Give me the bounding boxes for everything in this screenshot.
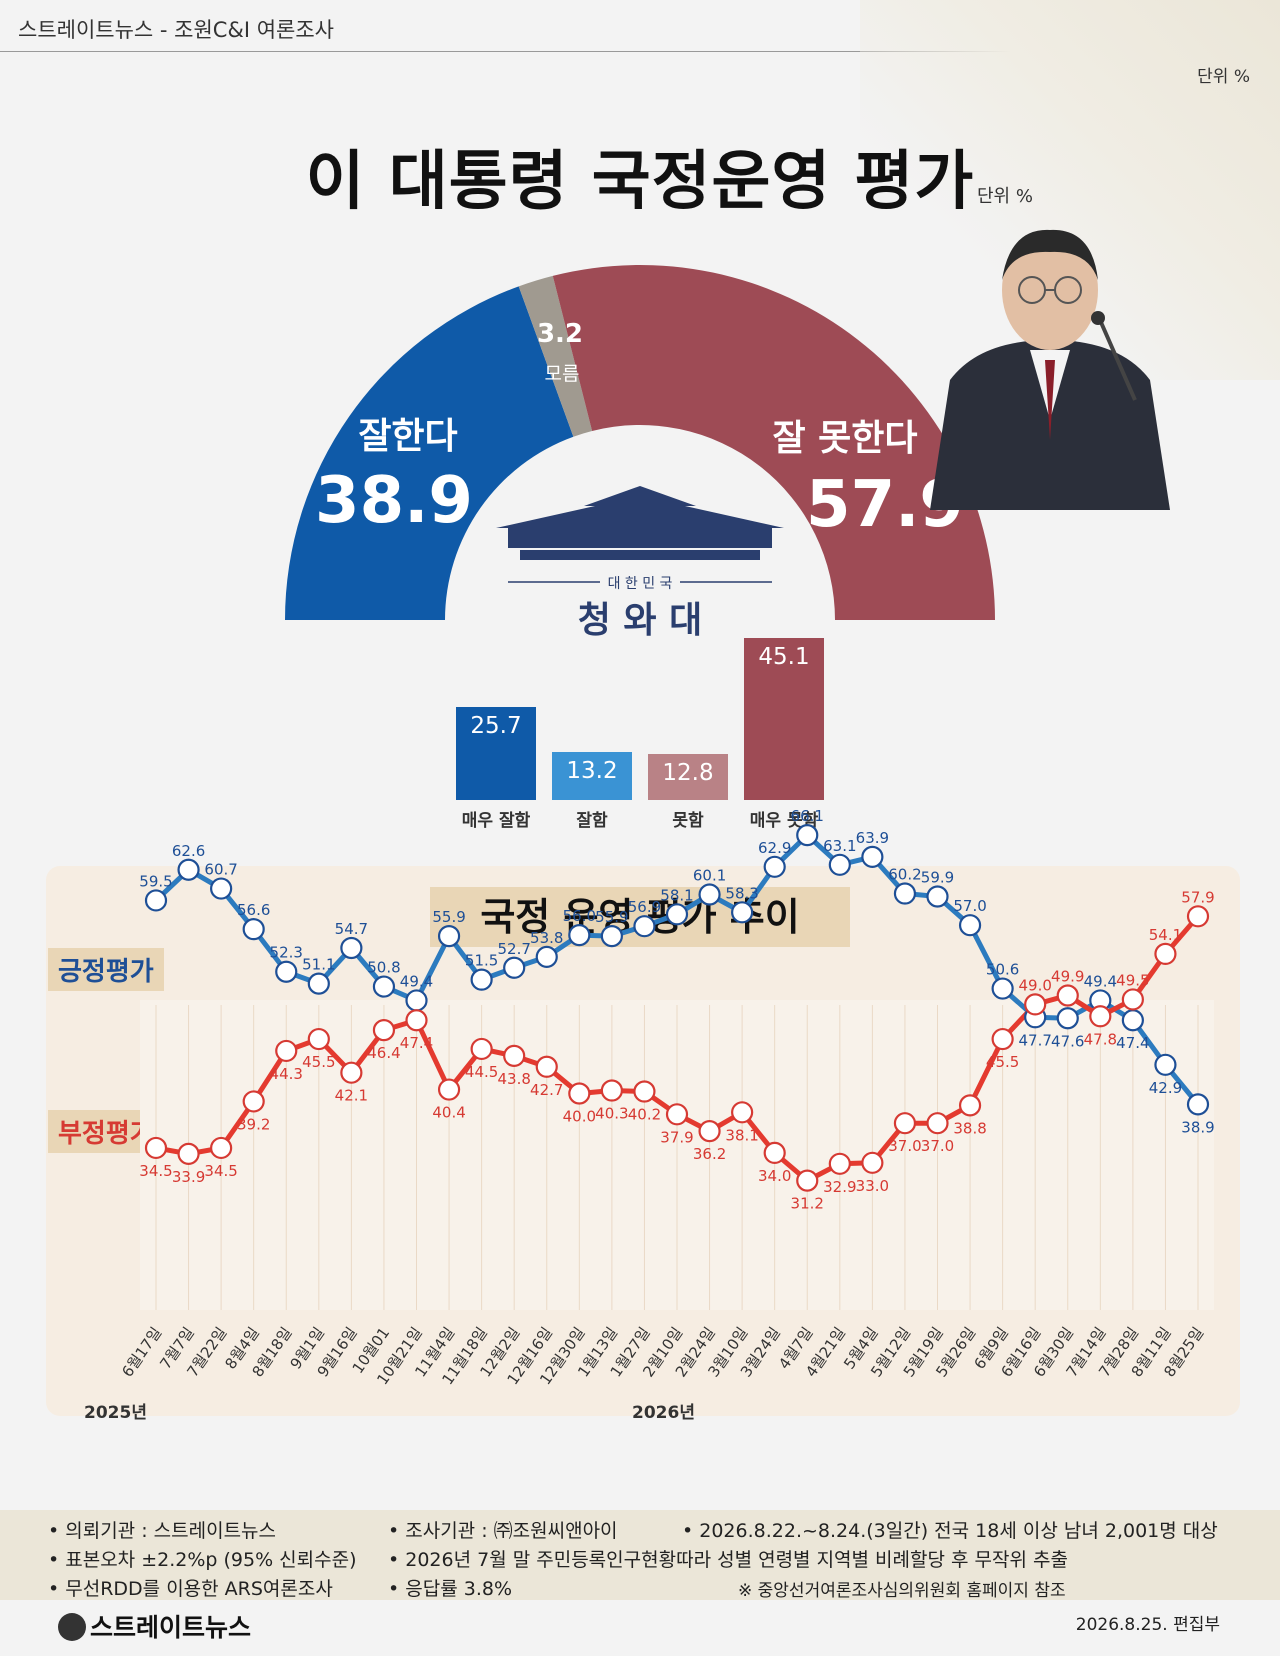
gauge-positive-label: 잘한다 [358, 416, 457, 457]
unit-title: 단위 % [977, 186, 1033, 207]
logo-text: 스트레이트뉴스 [90, 1613, 252, 1642]
detail-bar-label: 매우 못함 [749, 811, 819, 831]
legend-positive: 긍정평가 [48, 948, 164, 991]
header-text: 스트레이트뉴스 - 조원C&I 여론조사 [18, 18, 334, 42]
footer-sampling: • 2026년 7월 말 주민등록인구현황따라 성별 연령별 지역별 비례할당 … [388, 1549, 1068, 1571]
detail-bar-3: 45.1 [744, 637, 824, 800]
trend-data-label: 62.9 [758, 839, 791, 857]
trend-title: 국정 운영 평가 추이 [430, 887, 850, 947]
detail-bar-value: 13.2 [566, 758, 618, 785]
brand-logo: 스트레이트뉴스 [58, 1608, 251, 1644]
detail-bar-value: 45.1 [758, 643, 810, 670]
detail-bar-label: 못함 [672, 811, 704, 831]
year-2026: 2026년 [632, 1403, 695, 1423]
gauge-negative-arc [552, 264, 995, 620]
trend-point [861, 845, 884, 868]
footer-error: • 표본오차 ±2.2%p (95% 신뢰수준) [48, 1549, 357, 1571]
detail-bar-value: 12.8 [662, 759, 714, 786]
trend-data-label: 63.9 [856, 829, 889, 847]
unit-top: 단위 % [1197, 67, 1250, 87]
footer-response-rate: • 응답률 3.8% [388, 1578, 512, 1600]
gauge-positive-arc [285, 286, 574, 620]
legend-negative: 부정평가 [48, 1110, 164, 1153]
detail-bar-1: 13.2 [552, 752, 632, 800]
gauge-unknown-value: 3.2 [537, 319, 583, 349]
emblem-big-text: 청 와 대 [578, 599, 702, 640]
main-title: 이 대통령 국정운영 평가 [305, 145, 975, 219]
trend-data-label: 63.1 [823, 837, 856, 855]
footer-agency: • 조사기관 : ㈜조원씨앤아이 [388, 1520, 618, 1542]
logo-mark-icon [58, 1613, 86, 1641]
gauge-positive-value: 38.9 [315, 464, 473, 538]
publish-date: 2026.8.25. 편집부 [1075, 1615, 1220, 1635]
footer-client: • 의뢰기관 : 스트레이트뉴스 [48, 1520, 277, 1542]
trend-panel [46, 866, 1240, 1416]
footer-reference: ※ 중앙선거여론조사심의위원회 홈페이지 참조 [738, 1581, 1066, 1601]
detail-bar-label: 매우 잘함 [461, 811, 531, 831]
detail-bar-2: 12.8 [648, 753, 728, 800]
footer-method: • 무선RDD를 이용한 ARS여론조사 [48, 1578, 333, 1600]
gauge-negative-label: 잘 못한다 [772, 418, 917, 459]
gauge-unknown-arc [518, 275, 593, 437]
blue-house-emblem [496, 486, 784, 583]
emblem-small-text: 대 한 민 국 [608, 576, 673, 592]
year-2025: 2025년 [84, 1403, 147, 1423]
gauge-unknown-label: 모름 [545, 363, 580, 385]
detail-bar-value: 25.7 [470, 713, 522, 740]
footer [0, 1510, 1280, 1600]
president-photo [930, 229, 1170, 510]
detail-bar-label: 잘함 [576, 811, 608, 831]
footer-period: • 2026.8.22.~8.24.(3일간) 전국 18세 이상 남녀 2,0… [682, 1520, 1218, 1542]
detail-bar-0: 25.7 [456, 707, 536, 800]
trend-data-label: 62.6 [172, 842, 205, 860]
